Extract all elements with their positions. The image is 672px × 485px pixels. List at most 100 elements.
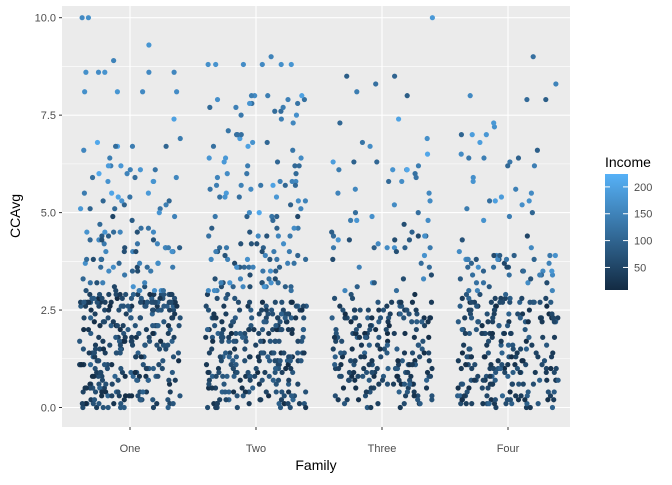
data-point [88, 307, 94, 313]
data-point [240, 393, 246, 399]
data-point [412, 291, 418, 298]
data-point [531, 163, 538, 169]
data-point [490, 264, 497, 270]
data-point [223, 245, 230, 251]
data-point [170, 354, 177, 360]
data-point [546, 260, 552, 266]
data-point [159, 365, 165, 372]
data-point [150, 397, 156, 403]
data-point [88, 315, 94, 321]
data-point [485, 319, 491, 325]
data-point [352, 210, 359, 216]
data-point [246, 299, 253, 305]
data-point [96, 291, 103, 298]
data-point [99, 295, 105, 301]
data-point [367, 323, 374, 329]
data-point [421, 315, 427, 321]
data-point [391, 202, 397, 208]
data-point [298, 155, 304, 161]
data-point [353, 385, 359, 391]
legend-tick-label: 150 [634, 209, 652, 221]
data-point [541, 358, 548, 364]
data-point [484, 393, 490, 399]
data-point [90, 256, 96, 262]
data-point [156, 210, 162, 216]
data-point [362, 334, 369, 340]
data-point [290, 397, 296, 403]
data-point [380, 307, 387, 313]
data-point [329, 315, 335, 321]
data-point [163, 143, 169, 149]
data-point [220, 373, 226, 379]
data-point [250, 264, 256, 270]
data-point [233, 330, 239, 337]
data-point [371, 373, 377, 379]
data-point [412, 171, 418, 177]
data-point [490, 365, 497, 372]
data-point [113, 291, 119, 298]
data-point [365, 307, 371, 313]
data-point [468, 354, 474, 360]
data-point [263, 389, 269, 395]
data-point [129, 334, 135, 340]
data-point [151, 178, 157, 185]
data-point [301, 350, 307, 356]
data-point [267, 338, 273, 344]
data-point [206, 350, 212, 356]
data-point [276, 264, 283, 270]
data-point [206, 377, 212, 383]
legend-tick-label: 50 [634, 262, 646, 274]
data-point [474, 287, 481, 294]
data-point [119, 198, 125, 204]
data-point [498, 194, 505, 200]
data-point [488, 362, 494, 368]
data-point [303, 404, 309, 411]
data-point [206, 381, 212, 387]
data-point [278, 116, 284, 122]
data-point [112, 373, 118, 379]
data-point [531, 299, 537, 305]
data-point [101, 241, 107, 247]
data-point [109, 381, 115, 387]
data-point [92, 365, 98, 372]
data-point [274, 326, 280, 333]
data-point [102, 69, 108, 75]
data-point [301, 96, 308, 103]
data-point [467, 311, 474, 317]
data-point [395, 362, 402, 368]
data-point [336, 365, 342, 372]
data-point [242, 389, 248, 395]
data-point [361, 365, 367, 372]
data-point [203, 362, 210, 368]
data-point [228, 323, 234, 329]
data-point [369, 315, 375, 321]
data-point [247, 373, 253, 379]
data-point [503, 291, 509, 298]
data-point [207, 186, 213, 192]
data-point [547, 252, 553, 259]
data-point [282, 182, 288, 188]
data-point [293, 112, 300, 118]
data-point [235, 299, 242, 305]
data-point [386, 323, 392, 329]
data-point [496, 323, 502, 329]
data-point [165, 245, 172, 251]
data-point [88, 330, 94, 337]
data-point [529, 210, 535, 216]
data-point [100, 198, 106, 204]
data-point [217, 245, 223, 251]
data-point [118, 163, 124, 169]
data-point [112, 206, 118, 212]
data-point [99, 377, 106, 383]
data-point [411, 393, 417, 399]
data-point [270, 326, 276, 333]
data-point [369, 369, 375, 376]
data-point [384, 342, 390, 348]
data-point [95, 373, 101, 379]
data-point [488, 299, 494, 305]
data-point [300, 303, 307, 309]
data-point [479, 323, 485, 329]
data-point [330, 256, 336, 262]
data-point [366, 362, 372, 368]
data-point [472, 362, 478, 368]
